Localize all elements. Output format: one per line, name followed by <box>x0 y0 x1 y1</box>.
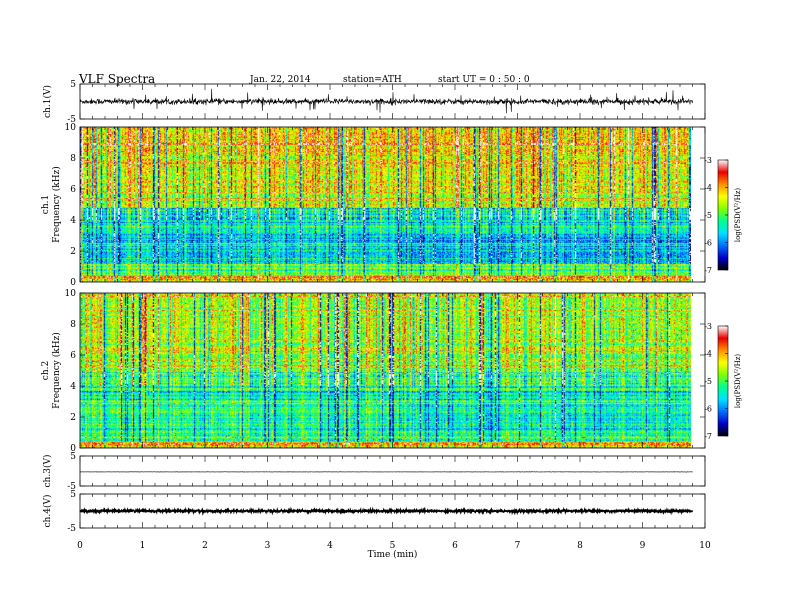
x-tick-label: 10 <box>699 541 711 551</box>
x-tick-label: 8 <box>577 541 583 551</box>
colorbar-tick-label: -7 <box>704 266 712 275</box>
colorbar-tick-label: -4 <box>704 350 712 359</box>
station-label: station=ATH <box>343 75 402 85</box>
y-tick-label: -5 <box>67 482 76 492</box>
panel-frame <box>79 126 706 283</box>
y-tick-label: 4 <box>70 216 76 226</box>
colorbar-tick-label: -7 <box>704 432 712 441</box>
ch2-spectrogram-image <box>80 293 691 448</box>
y-axis-label: ch.1(V) <box>42 85 53 118</box>
colorbar-tick-label: -4 <box>704 184 712 193</box>
x-tick-label: 7 <box>515 541 521 551</box>
x-tick-label: 4 <box>327 541 333 551</box>
y-tick-label: 5 <box>70 452 76 462</box>
colorbar-tick-label: -6 <box>704 239 712 248</box>
y-axis-label: Frequency (kHz) <box>51 332 62 409</box>
y-tick-label: 6 <box>70 351 76 361</box>
x-tick-label: 9 <box>640 541 646 551</box>
x-tick-label: 0 <box>77 541 83 551</box>
panel-frame <box>79 292 706 449</box>
x-tick-label: 3 <box>265 541 271 551</box>
y-tick-label: 6 <box>70 185 76 195</box>
colorbar-tick-label: -6 <box>704 405 712 414</box>
colorbar-label: log(PSD(V²/Hz) <box>734 188 742 243</box>
colorbar-label: log(PSD(V²/Hz) <box>734 354 742 409</box>
y-tick-label: 8 <box>70 320 76 330</box>
y-tick-label: 10 <box>65 123 77 133</box>
y-tick-label: 10 <box>65 289 77 299</box>
y-tick-label: 2 <box>70 247 76 257</box>
y-tick-label: 2 <box>70 413 76 423</box>
waveform-trace <box>79 506 694 516</box>
figure-title: VLF Spectra <box>79 72 156 86</box>
waveform-trace <box>79 88 693 114</box>
colorbar-tick-label: -5 <box>704 211 712 220</box>
x-tick-label: 1 <box>140 541 146 551</box>
y-tick-label: 0 <box>70 444 76 454</box>
start-time-label: start UT = 0 : 50 : 0 <box>438 75 530 85</box>
y-tick-label: 0 <box>70 278 76 288</box>
y-axis-label: ch.4(V) <box>42 495 53 528</box>
colorbar-tick-label: -3 <box>704 156 712 165</box>
date-label: Jan. 22, 2014 <box>250 75 311 85</box>
y-tick-label: 4 <box>70 382 76 392</box>
y-axis-label: ch.1 <box>41 195 51 214</box>
y-tick-label: -5 <box>67 524 76 534</box>
colorbar-tick-label: -5 <box>704 377 712 386</box>
y-axis-label: ch.2 <box>41 361 51 380</box>
ch1-spectrogram-image <box>80 127 691 282</box>
y-axis-label: ch.3(V) <box>42 455 53 488</box>
y-tick-label: 8 <box>70 154 76 164</box>
y-axis-label: Frequency (kHz) <box>51 166 62 243</box>
y-tick-label: 5 <box>70 490 76 500</box>
x-tick-label: 6 <box>452 541 458 551</box>
colorbar-tick-label: -3 <box>704 322 712 331</box>
x-tick-label: 5 <box>390 541 396 551</box>
waveform-trace <box>79 471 693 473</box>
x-axis-label: Time (min) <box>368 549 418 560</box>
x-tick-label: 2 <box>202 541 208 551</box>
y-tick-label: 5 <box>70 80 76 90</box>
y-tick-label: -5 <box>67 115 76 125</box>
